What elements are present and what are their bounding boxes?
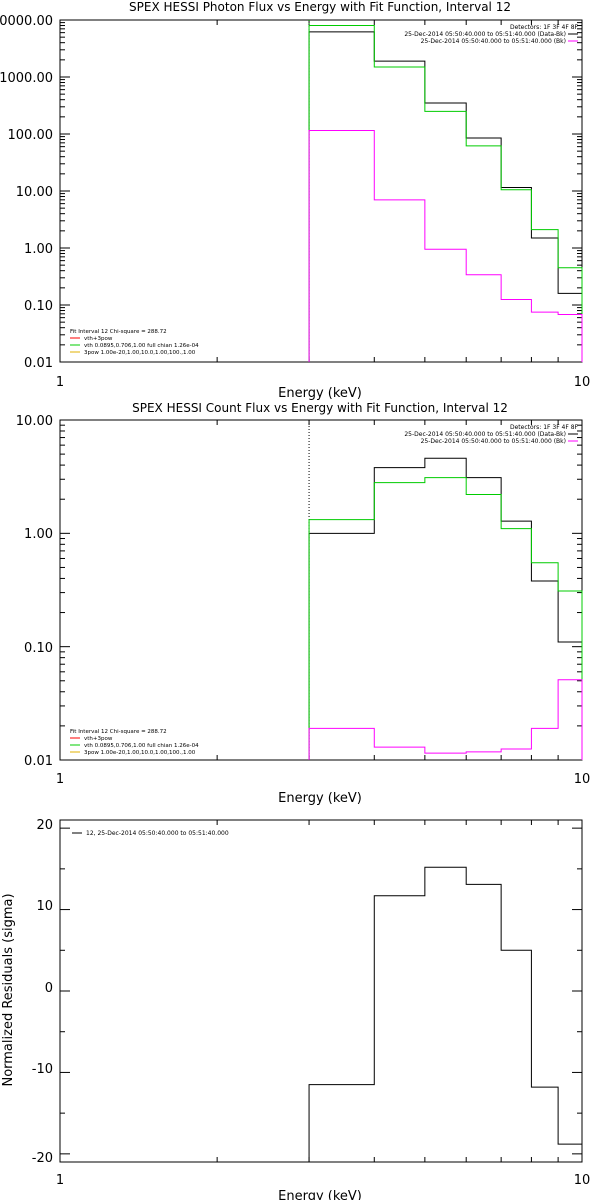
photon-flux-ytick-label: 100.00 xyxy=(8,128,54,143)
count-flux-ytick-label: 1.00 xyxy=(24,527,53,542)
photon-flux-series-line xyxy=(308,130,583,362)
residuals-ytick-label: -20 xyxy=(32,1151,53,1166)
photon-flux-legend-top: 25-Dec-2014 05:50:40.000 to 05:51:40.000… xyxy=(421,38,566,45)
photon-flux-legend-bottom: vth 0.0895,0.706,1.00 full chian 1.26e-0… xyxy=(84,343,199,349)
photon-flux-ytick-label: 0.10 xyxy=(24,299,53,314)
residuals-ytick-label: 0 xyxy=(45,981,53,996)
residuals-ytick-label: -10 xyxy=(32,1062,53,1077)
photon-flux-legend-top: 25-Dec-2014 05:50:40.000 to 05:51:40.000… xyxy=(404,31,566,38)
photon-flux-ticks xyxy=(60,19,582,363)
residuals-ytick-label: 20 xyxy=(36,818,53,833)
residuals-ytick-label: 10 xyxy=(36,899,53,914)
residuals-ylabel: Normalized Residuals (sigma) xyxy=(1,893,16,1086)
photon-flux-ytick-label: 0000.00 xyxy=(0,14,53,29)
photon-flux-series-line xyxy=(308,25,583,362)
count-flux-legend-bottom: 3pow 1.00e-20,1.00,10.0,1.00,100.,1.00 xyxy=(84,750,196,756)
count-flux-panel: SPEX HESSI Count Flux vs Energy with Fit… xyxy=(16,401,590,806)
count-flux-ytick-label: 0.10 xyxy=(24,641,53,656)
residuals-series xyxy=(308,866,583,1162)
photon-flux-series xyxy=(308,25,583,362)
photon-flux-panel: SPEX HESSI Photon Flux vs Energy with Fi… xyxy=(0,0,590,401)
count-flux-plot-frame xyxy=(59,419,583,761)
count-flux-legend-bottom: vth 0.0895,0.706,1.00 full chian 1.26e-0… xyxy=(84,743,199,749)
residuals-xtick-label: 10 xyxy=(574,1173,591,1188)
count-flux-series-line xyxy=(308,477,583,760)
photon-flux-ytick-label: 1000.00 xyxy=(0,71,53,86)
count-flux-xlabel: Energy (keV) xyxy=(278,791,362,806)
count-flux-legend-bottom: Fit Interval 12 Chi-square = 288.72 xyxy=(70,729,167,735)
photon-flux-legend-top: Detectors: 1F 3F 4F 8F xyxy=(510,24,579,31)
residuals-panel: 1 10 20 10 0 -10 -20 Energy (keV) Normal… xyxy=(1,818,590,1200)
count-flux-ytick-label: 0.01 xyxy=(24,754,53,769)
photon-flux-ytick-label: 0.01 xyxy=(24,356,53,371)
count-flux-title: SPEX HESSI Count Flux vs Energy with Fit… xyxy=(132,401,508,415)
photon-flux-xlabel: Energy (keV) xyxy=(278,386,362,401)
count-flux-series xyxy=(308,457,583,760)
photon-flux-xtick-label: 10 xyxy=(574,375,591,390)
residuals-xtick-label: 1 xyxy=(56,1173,64,1188)
count-flux-series-line xyxy=(308,679,583,760)
photon-flux-xtick-label: 1 xyxy=(56,375,64,390)
photon-flux-title: SPEX HESSI Photon Flux vs Energy with Fi… xyxy=(129,0,511,14)
count-flux-xtick-label: 1 xyxy=(56,772,64,787)
count-flux-legend-top: Detectors: 1F 3F 4F 8F xyxy=(510,424,579,431)
residuals-xlabel: Energy (keV) xyxy=(278,1189,362,1200)
count-flux-ytick-label: 10.00 xyxy=(16,414,53,429)
residuals-series-line xyxy=(308,866,583,1162)
count-flux-legend-top: 25-Dec-2014 05:50:40.000 to 05:51:40.000… xyxy=(421,438,566,445)
photon-flux-legend-bottom: vth+3pow xyxy=(84,336,113,342)
count-flux-legend-bottom: vth+3pow xyxy=(84,736,113,742)
count-flux-ticks xyxy=(60,419,582,761)
count-flux-legend-top: 25-Dec-2014 05:50:40.000 to 05:51:40.000… xyxy=(404,431,566,438)
photon-flux-legend-bottom: 3pow 1.00e-20,1.00,10.0,1.00,100.,1.00 xyxy=(84,350,196,356)
photon-flux-legend-bottom: Fit Interval 12 Chi-square = 288.72 xyxy=(70,329,167,335)
photon-flux-ytick-label: 1.00 xyxy=(24,242,53,257)
residuals-legend: 12, 25-Dec-2014 05:50:40.000 to 05:51:40… xyxy=(86,830,229,837)
count-flux-xtick-label: 10 xyxy=(574,772,591,787)
photon-flux-ytick-label: 10.00 xyxy=(16,185,53,200)
